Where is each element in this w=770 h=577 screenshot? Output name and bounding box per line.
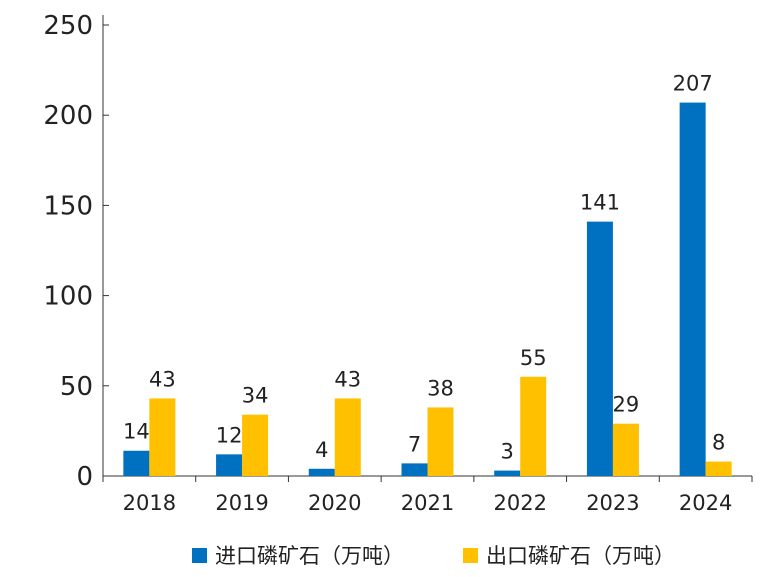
data-label: 43 <box>149 367 176 391</box>
bar-import <box>494 470 521 476</box>
bar-export <box>334 398 361 476</box>
y-tick-label: 50 <box>60 372 93 402</box>
y-tick-label: 200 <box>43 101 93 131</box>
data-label: 3 <box>501 440 514 464</box>
data-label: 43 <box>334 367 361 391</box>
bar-import <box>308 468 335 476</box>
x-axis: 2018 2019 2020 2021 2022 2023 2024 <box>102 475 753 515</box>
x-tick-label: 2022 <box>493 491 546 515</box>
legend-item-export: 出口磷矿石（万吨） <box>463 540 675 570</box>
legend: 进口磷矿石（万吨） 出口磷矿石（万吨） <box>0 540 770 574</box>
x-tick-label: 2024 <box>679 491 732 515</box>
data-label: 4 <box>315 438 328 462</box>
bar-export <box>242 414 269 476</box>
bar-import <box>679 102 706 477</box>
y-tick-label: 0 <box>76 462 93 492</box>
bar-import <box>401 463 428 476</box>
x-tick-label: 2019 <box>215 491 268 515</box>
data-label: 34 <box>242 384 269 408</box>
legend-swatch-import <box>192 547 207 563</box>
bar-import <box>216 454 243 476</box>
bars <box>123 102 732 477</box>
y-tick-label: 150 <box>43 191 93 221</box>
bar-export <box>612 423 639 476</box>
data-label: 29 <box>613 393 640 417</box>
y-tick-label: 100 <box>43 282 93 312</box>
data-label: 38 <box>427 376 454 400</box>
data-label: 12 <box>216 423 243 447</box>
bar-export <box>149 398 176 476</box>
y-tick-label: 250 <box>43 11 93 41</box>
bar-chart: 0 50 100 150 200 250 2018 2019 2020 2021 2022 2023… <box>43 11 753 515</box>
bar-export <box>520 376 547 476</box>
bar-import <box>586 221 613 476</box>
data-label: 55 <box>520 346 547 370</box>
bar-import <box>123 450 150 476</box>
data-label: 207 <box>673 72 713 96</box>
legend-item-import: 进口磷矿石（万吨） <box>192 540 404 570</box>
data-label: 8 <box>712 431 725 455</box>
x-tick-label: 2020 <box>308 491 361 515</box>
x-tick-label: 2023 <box>586 491 639 515</box>
bar-export <box>705 461 732 476</box>
data-label: 7 <box>408 432 421 456</box>
x-tick-label: 2021 <box>401 491 454 515</box>
legend-swatch-export <box>463 547 478 563</box>
legend-label-export: 出口磷矿石（万吨） <box>486 544 675 568</box>
y-axis: 0 50 100 150 200 250 <box>43 11 109 492</box>
x-tick-label: 2018 <box>123 491 176 515</box>
data-labels: 14 12 4 7 3 141 207 43 34 43 38 55 29 8 <box>123 72 725 464</box>
data-label: 141 <box>580 191 620 215</box>
data-label: 14 <box>123 420 150 444</box>
bar-export <box>427 407 454 476</box>
legend-label-import: 进口磷矿石（万吨） <box>215 544 404 568</box>
